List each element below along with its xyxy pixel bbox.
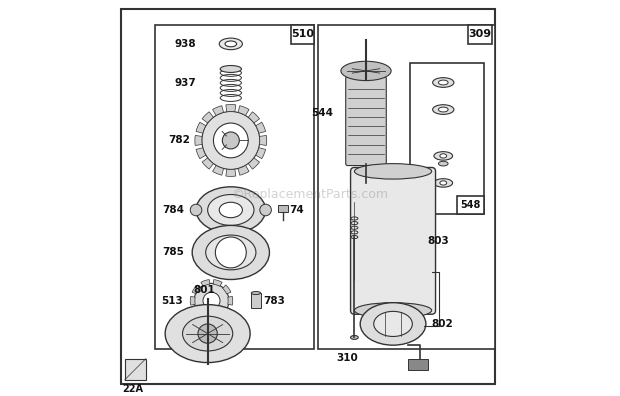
Ellipse shape: [434, 152, 453, 160]
Text: 510: 510: [291, 29, 314, 39]
Wedge shape: [202, 112, 213, 123]
Text: ©ReplacementParts.com: ©ReplacementParts.com: [231, 188, 389, 201]
Circle shape: [194, 284, 229, 318]
Wedge shape: [192, 285, 200, 294]
Ellipse shape: [355, 164, 432, 179]
FancyBboxPatch shape: [350, 168, 435, 314]
Ellipse shape: [208, 194, 254, 225]
Bar: [251, 293, 260, 308]
Wedge shape: [223, 285, 231, 294]
Ellipse shape: [440, 181, 446, 185]
Wedge shape: [238, 106, 249, 116]
Ellipse shape: [225, 41, 237, 47]
FancyBboxPatch shape: [317, 25, 495, 349]
FancyBboxPatch shape: [346, 77, 386, 166]
Wedge shape: [195, 135, 202, 145]
Circle shape: [260, 204, 272, 216]
Text: 513: 513: [161, 296, 182, 306]
Ellipse shape: [251, 291, 260, 295]
Text: 784: 784: [162, 205, 185, 215]
Text: 801: 801: [193, 285, 215, 295]
Text: 802: 802: [432, 319, 453, 329]
Text: 22A: 22A: [122, 384, 143, 394]
Wedge shape: [228, 296, 232, 305]
Ellipse shape: [350, 335, 358, 339]
Circle shape: [190, 204, 202, 216]
Ellipse shape: [374, 311, 412, 337]
Circle shape: [203, 292, 220, 309]
Text: 74: 74: [289, 205, 304, 215]
Ellipse shape: [165, 305, 250, 363]
Ellipse shape: [341, 61, 391, 80]
Ellipse shape: [206, 235, 256, 270]
Ellipse shape: [219, 202, 242, 218]
Wedge shape: [196, 148, 206, 159]
Text: 783: 783: [264, 296, 286, 306]
Ellipse shape: [220, 65, 241, 72]
FancyBboxPatch shape: [121, 9, 495, 384]
Wedge shape: [256, 122, 265, 133]
Wedge shape: [213, 315, 222, 322]
Wedge shape: [213, 280, 222, 286]
Text: 785: 785: [162, 248, 185, 257]
Wedge shape: [201, 280, 210, 286]
Wedge shape: [196, 122, 206, 133]
Bar: [125, 359, 146, 380]
Circle shape: [198, 324, 217, 343]
Text: 937: 937: [174, 78, 196, 88]
Wedge shape: [226, 105, 236, 112]
Wedge shape: [226, 169, 236, 176]
Wedge shape: [190, 296, 195, 305]
Wedge shape: [260, 135, 267, 145]
Ellipse shape: [355, 303, 432, 318]
Ellipse shape: [438, 161, 448, 166]
Wedge shape: [213, 166, 224, 175]
Ellipse shape: [438, 80, 448, 85]
Bar: [409, 359, 428, 370]
FancyBboxPatch shape: [156, 25, 314, 349]
Ellipse shape: [182, 316, 232, 351]
Wedge shape: [238, 166, 249, 175]
Text: 309: 309: [468, 29, 492, 39]
Ellipse shape: [219, 38, 242, 50]
Ellipse shape: [192, 225, 270, 280]
Wedge shape: [201, 315, 210, 322]
FancyBboxPatch shape: [291, 25, 314, 44]
Text: 803: 803: [428, 236, 450, 246]
Circle shape: [213, 123, 248, 158]
Ellipse shape: [438, 107, 448, 112]
Wedge shape: [223, 308, 231, 316]
Wedge shape: [256, 148, 265, 159]
Circle shape: [202, 112, 260, 169]
Ellipse shape: [434, 179, 453, 187]
Circle shape: [223, 132, 239, 149]
Wedge shape: [248, 112, 260, 123]
Text: 938: 938: [174, 39, 196, 49]
Wedge shape: [192, 308, 200, 316]
FancyBboxPatch shape: [410, 63, 484, 214]
FancyBboxPatch shape: [468, 25, 492, 44]
Text: 544: 544: [311, 109, 333, 118]
Text: 310: 310: [336, 353, 358, 363]
Wedge shape: [213, 106, 224, 116]
Ellipse shape: [440, 154, 446, 158]
Ellipse shape: [360, 303, 426, 345]
Text: 548: 548: [460, 200, 481, 210]
Wedge shape: [248, 158, 260, 169]
Ellipse shape: [433, 105, 454, 114]
Ellipse shape: [433, 78, 454, 88]
FancyBboxPatch shape: [457, 196, 484, 214]
Wedge shape: [202, 158, 213, 169]
Ellipse shape: [196, 187, 265, 233]
Circle shape: [215, 237, 246, 268]
Text: 782: 782: [169, 135, 190, 145]
Bar: [278, 205, 288, 212]
